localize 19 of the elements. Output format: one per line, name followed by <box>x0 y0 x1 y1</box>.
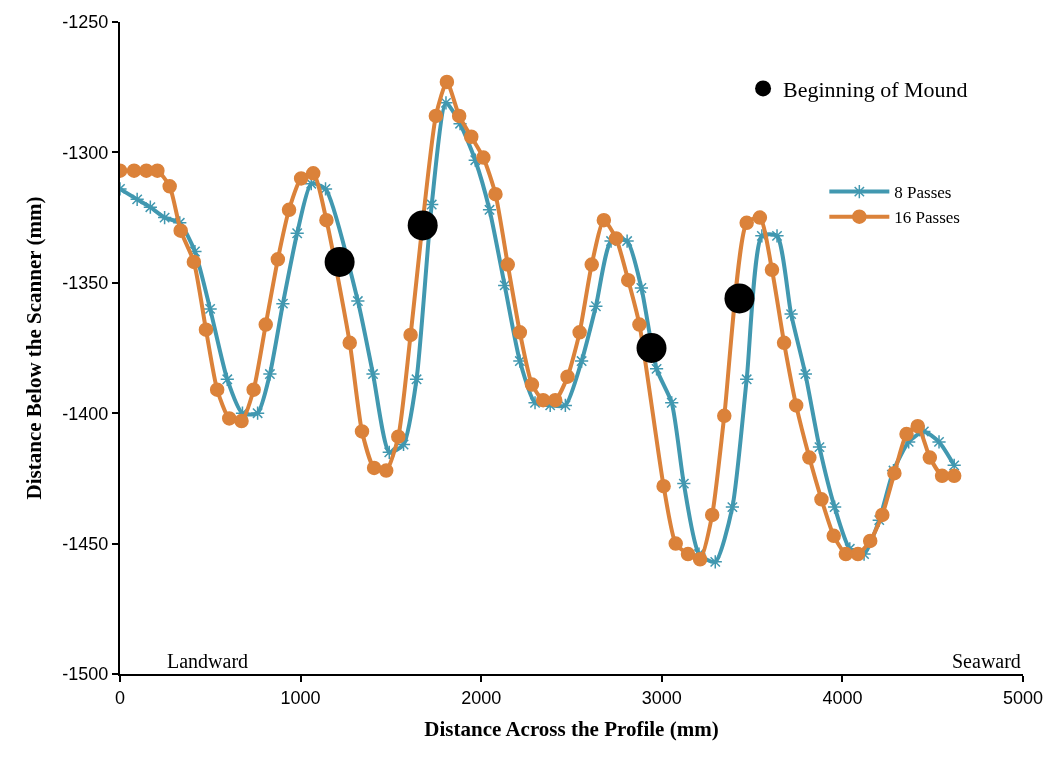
y-axis-title: Distance Below the Scanner (mm) <box>22 196 46 500</box>
x-axis-title: Distance Across the Profile (mm) <box>424 717 719 742</box>
y-tick-label: -1500 <box>62 664 109 685</box>
x-tick-label: 2000 <box>461 687 502 708</box>
legend-label: Beginning of Mound <box>783 77 968 103</box>
annotation: Landward <box>167 650 249 672</box>
annotation: Seaward <box>952 650 1021 672</box>
y-tick-label: -1250 <box>62 12 109 33</box>
y-tick-label: -1450 <box>62 533 109 554</box>
x-tick-label: 1000 <box>280 687 321 708</box>
y-tick-label: -1300 <box>62 142 109 163</box>
x-tick-label: 3000 <box>641 687 682 708</box>
y-tick-label: -1350 <box>62 273 109 294</box>
y-tick-label: -1400 <box>62 403 109 424</box>
legend-label: 16 Passes <box>894 208 960 228</box>
x-tick-label: 4000 <box>822 687 863 708</box>
legend-label: 8 Passes <box>894 183 952 203</box>
x-tick-label: 5000 <box>1002 687 1044 708</box>
x-tick-label: 0 <box>114 687 126 708</box>
